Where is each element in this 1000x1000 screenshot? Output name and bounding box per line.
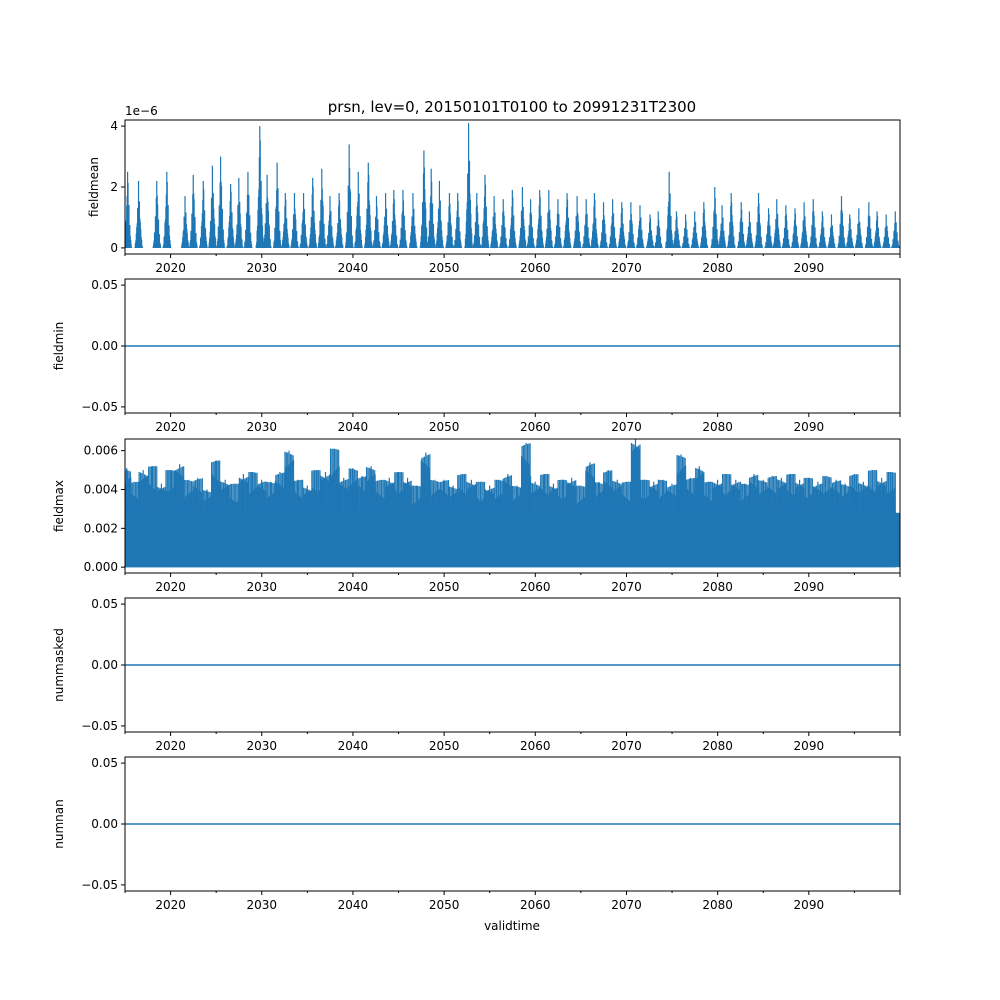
subplots: 0 2 4 fieldmean 1e−6 2020 2030 2040 2050 2060 2070… xyxy=(52,104,901,912)
x-tick-label: 2070 xyxy=(611,580,642,594)
x-tick-label: 2090 xyxy=(794,580,825,594)
panel-fieldmean: 0 2 4 fieldmean 1e−6 2020 2030 2040 2050 2060 2070… xyxy=(87,104,901,275)
x-tick-label: 2040 xyxy=(338,420,369,434)
y-offset-text: 1e−6 xyxy=(125,104,158,118)
x-tick-label: 2080 xyxy=(702,898,733,912)
x-tick-label: 2060 xyxy=(520,739,551,753)
x-tick-label: 2050 xyxy=(429,261,460,275)
y-tick-label: 0.00 xyxy=(91,658,118,672)
y-tick-label: 0.004 xyxy=(84,482,118,496)
y-tick-label: 0 xyxy=(110,241,118,255)
x-tick-label: 2090 xyxy=(794,739,825,753)
x-tick-label: 2060 xyxy=(520,898,551,912)
x-tick-label: 2030 xyxy=(246,898,277,912)
y-tick-label: −0.05 xyxy=(81,719,118,733)
x-tick-label: 2040 xyxy=(338,580,369,594)
x-tick-label: 2030 xyxy=(246,739,277,753)
x-tick-label: 2060 xyxy=(520,420,551,434)
x-tick-label: 2020 xyxy=(155,898,186,912)
x-tick-label: 2080 xyxy=(702,261,733,275)
y-tick-label: 0.05 xyxy=(91,278,118,292)
x-tick-label: 2060 xyxy=(520,261,551,275)
panel-nummasked: −0.05 0.00 0.05 nummasked 2020 2030 2040 2050 20… xyxy=(52,597,901,753)
x-tick-label: 2070 xyxy=(611,739,642,753)
x-tick-label: 2040 xyxy=(338,261,369,275)
x-tick-label: 2020 xyxy=(155,261,186,275)
x-tick-label: 2090 xyxy=(794,261,825,275)
x-tick-label: 2030 xyxy=(246,420,277,434)
x-tick-label: 2050 xyxy=(429,580,460,594)
y-tick-label: 0.00 xyxy=(91,817,118,831)
x-tick-label: 2070 xyxy=(611,898,642,912)
y-tick-label: 0.00 xyxy=(91,339,118,353)
x-tick-label: 2080 xyxy=(702,420,733,434)
y-axis-label: fieldmean xyxy=(87,157,101,217)
x-tick-label: 2070 xyxy=(611,420,642,434)
x-tick-label: 2080 xyxy=(702,739,733,753)
x-tick-label: 2020 xyxy=(155,580,186,594)
x-tick-label: 2080 xyxy=(702,580,733,594)
y-tick-label: 4 xyxy=(110,119,118,133)
y-axis-label: fieldmax xyxy=(52,480,66,532)
fieldmean-series xyxy=(125,123,900,248)
y-tick-label: 2 xyxy=(110,180,118,194)
x-tick-label: 2050 xyxy=(429,739,460,753)
x-tick-label: 2040 xyxy=(338,739,369,753)
x-tick-label: 2070 xyxy=(611,261,642,275)
x-tick-label: 2020 xyxy=(155,420,186,434)
x-tick-label: 2090 xyxy=(794,898,825,912)
y-axis-label: fieldmin xyxy=(52,322,66,371)
y-tick-label: 0.006 xyxy=(84,444,118,458)
panel-fieldmin: −0.05 0.00 0.05 fieldmin 2020 2030 2040 2050 206… xyxy=(52,278,901,434)
panel-numnan: −0.05 0.00 0.05 numnan 2020 2030 2040 2050 2060 2… xyxy=(52,756,901,912)
x-tick-label: 2060 xyxy=(520,580,551,594)
x-tick-label: 2090 xyxy=(794,420,825,434)
y-tick-label: 0.002 xyxy=(84,521,118,535)
x-tick-label: 2050 xyxy=(429,898,460,912)
x-tick-label: 2030 xyxy=(246,580,277,594)
y-tick-label: −0.05 xyxy=(81,878,118,892)
x-tick-label: 2030 xyxy=(246,261,277,275)
panel-fieldmax: 0.000 0.002 0.004 0.006 fieldmax 2020 2030 2040… xyxy=(52,438,901,594)
fieldmax-axes-frame xyxy=(124,438,901,574)
x-tick-label: 2050 xyxy=(429,420,460,434)
fieldmax-series xyxy=(125,439,900,568)
x-tick-label: 2040 xyxy=(338,898,369,912)
y-axis-label: nummasked xyxy=(52,628,66,702)
y-tick-label: 0.000 xyxy=(84,560,118,574)
y-tick-label: 0.05 xyxy=(91,597,118,611)
fieldmax-dense-body xyxy=(125,512,900,568)
chart-title: prsn, lev=0, 20150101T0100 to 20991231T2… xyxy=(328,98,696,116)
y-axis-label: numnan xyxy=(52,799,66,848)
y-tick-label: 0.05 xyxy=(91,756,118,770)
x-axis-label: validtime xyxy=(484,919,540,933)
x-tick-label: 2020 xyxy=(155,739,186,753)
y-tick-label: −0.05 xyxy=(81,400,118,414)
